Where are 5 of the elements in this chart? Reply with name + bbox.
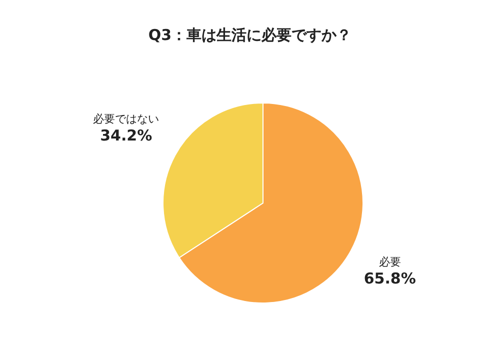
chart-title: Q3：車は生活に必要ですか？ xyxy=(148,26,352,44)
slice-label: 必要 xyxy=(378,255,401,268)
slice-label: 必要ではない xyxy=(93,112,160,126)
data-label: 65.8% xyxy=(364,269,416,288)
data-label: 34.2% xyxy=(100,126,152,145)
